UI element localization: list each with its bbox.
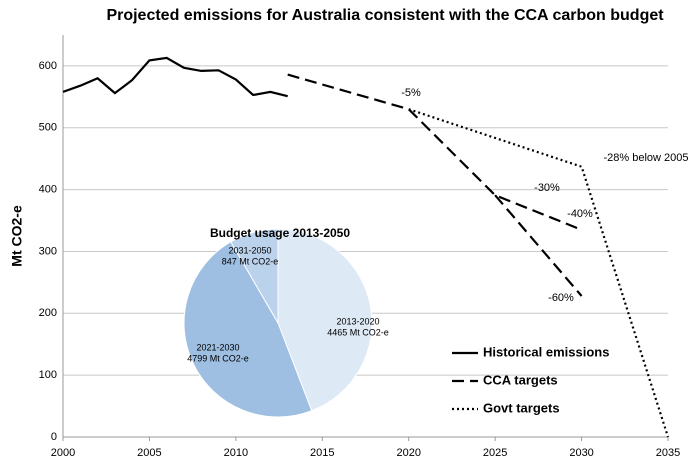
series-line	[62, 56, 288, 98]
pie-slice	[277, 228, 373, 412]
legend-label: CCA targets	[483, 372, 558, 387]
y-tick-label: 400	[39, 184, 57, 196]
x-tick-label: 2015	[310, 447, 334, 459]
pie-value-label: 4465 Mt CO2-e	[327, 327, 389, 337]
pie-label: 2021-2030	[196, 342, 239, 352]
x-tick-label: 2010	[224, 447, 248, 459]
legend-label: Govt targets	[483, 400, 560, 415]
x-tick-label: 2020	[396, 447, 420, 459]
pie-label: 2013-2020	[336, 316, 379, 326]
annotation: -28% below 2005	[603, 152, 688, 164]
x-tick-label: 2025	[483, 447, 507, 459]
pie-slice	[183, 241, 313, 418]
annotation: -5%	[401, 87, 421, 99]
chart-title: Projected emissions for Australia consis…	[106, 7, 664, 24]
y-tick-label: 600	[39, 60, 57, 72]
pie-value-label: 4799 Mt CO2-e	[187, 353, 249, 363]
legend-label: Historical emissions	[483, 344, 609, 359]
x-tick-label: 2005	[137, 447, 161, 459]
y-tick-label: 200	[39, 307, 57, 319]
pie-value-label: 847 Mt CO2-e	[222, 256, 279, 266]
y-tick-label: 500	[39, 122, 57, 134]
annotation: -40%	[567, 208, 593, 220]
x-tick-label: 2035	[656, 447, 680, 459]
pie-slice	[230, 228, 279, 325]
annotation: -30%	[534, 182, 560, 194]
y-tick-label: 100	[39, 369, 57, 381]
series-line	[287, 73, 583, 297]
x-tick-label: 2030	[569, 447, 593, 459]
y-tick-label: 0	[51, 431, 57, 443]
pie-label: 2031-2050	[228, 245, 271, 255]
series-line	[408, 108, 670, 438]
x-tick-label: 2000	[51, 447, 75, 459]
y-tick-label: 300	[39, 245, 57, 257]
pie-title: Budget usage 2013-2050	[210, 226, 350, 240]
y-axis-label: Mt CO2-e	[9, 205, 25, 267]
annotation: -60%	[548, 292, 574, 304]
